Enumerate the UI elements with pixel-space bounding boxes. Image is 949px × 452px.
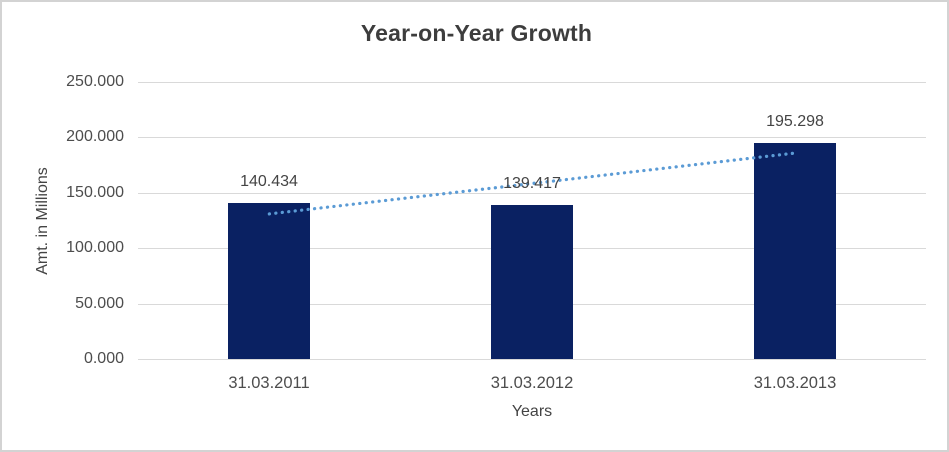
- x-tick-label: 31.03.2013: [753, 374, 837, 392]
- y-tick-label: 250.000: [66, 73, 124, 90]
- x-tick-label: 31.03.2011: [228, 374, 310, 392]
- y-tick-label: 0.000: [83, 350, 124, 367]
- y-tick-label: 50.000: [75, 295, 124, 312]
- gridline: [138, 359, 926, 360]
- y-tick-label: 150.000: [66, 184, 124, 201]
- bar-31.03.2012[interactable]: [491, 205, 573, 359]
- gridline: [138, 137, 926, 138]
- data-label: 195.298: [766, 113, 824, 130]
- y-axis-title: Amt. in Millions: [34, 167, 51, 275]
- gridline: [138, 82, 926, 83]
- y-tick-label: 200.000: [66, 128, 124, 145]
- data-label: 140.434: [240, 173, 298, 190]
- chart-title: Year-on-Year Growth: [360, 20, 593, 46]
- bar-31.03.2013[interactable]: [754, 143, 836, 359]
- x-axis-title: Years: [511, 403, 553, 420]
- data-label: 139.417: [503, 175, 561, 192]
- bar-31.03.2011[interactable]: [228, 203, 310, 359]
- y-tick-label: 100.000: [66, 239, 124, 256]
- x-tick-label: 31.03.2012: [490, 374, 574, 392]
